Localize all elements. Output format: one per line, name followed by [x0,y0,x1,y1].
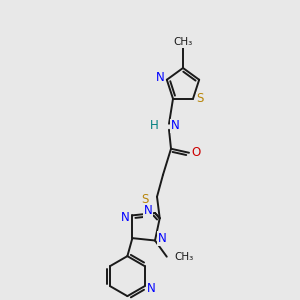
Text: N: N [158,232,166,245]
Text: CH₃: CH₃ [175,252,194,262]
Text: N: N [155,71,164,84]
Text: N: N [147,282,156,295]
Text: S: S [196,92,204,105]
Text: H: H [150,119,159,132]
Text: S: S [142,193,149,206]
Text: N: N [144,205,152,218]
Text: N: N [171,119,180,132]
Text: O: O [191,146,201,159]
Text: N: N [121,211,130,224]
Text: CH₃: CH₃ [173,37,193,47]
